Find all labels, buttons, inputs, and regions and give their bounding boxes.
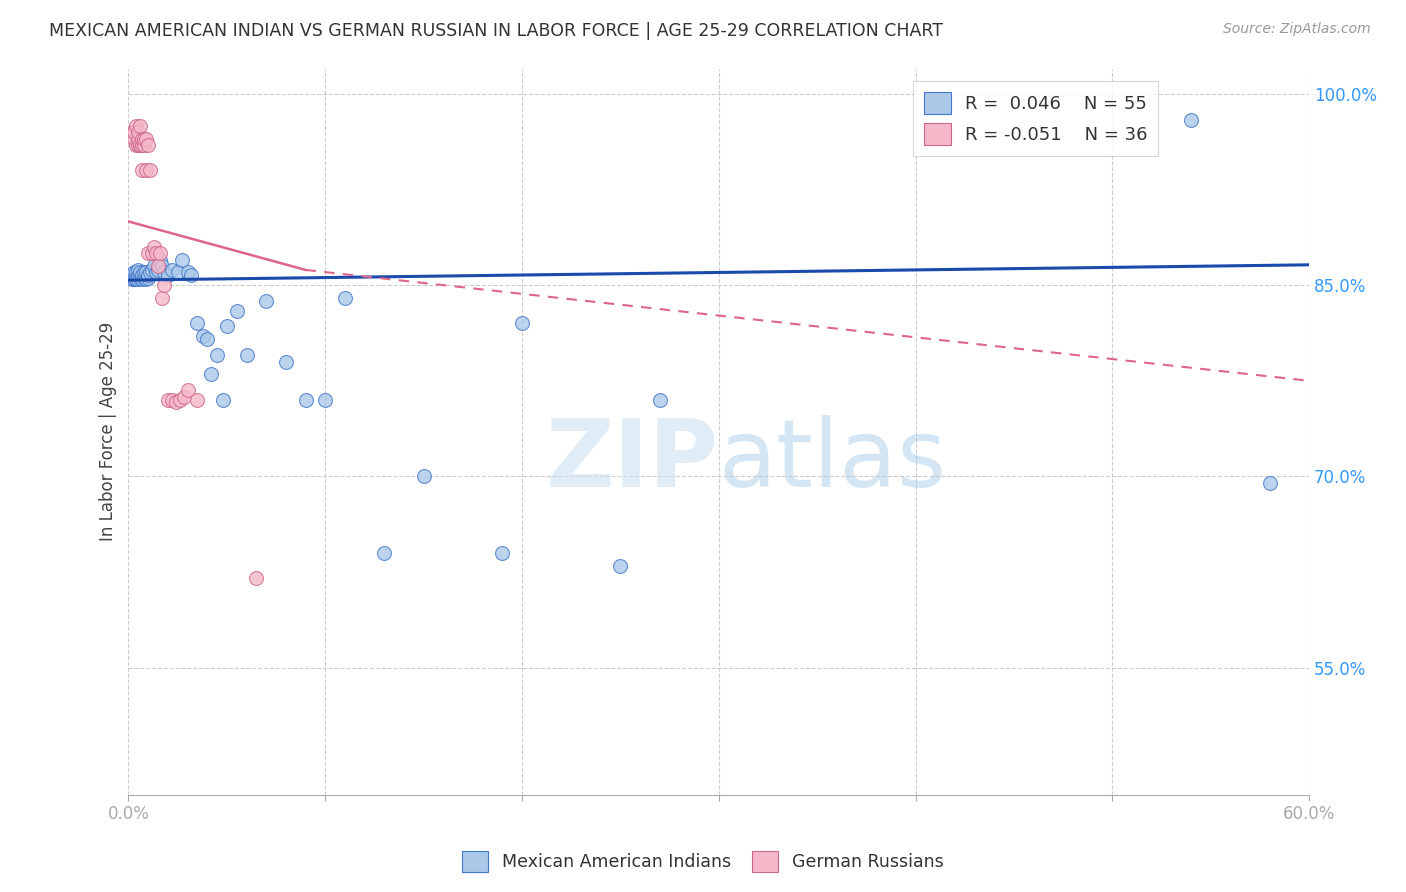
Text: Source: ZipAtlas.com: Source: ZipAtlas.com: [1223, 22, 1371, 37]
Point: [156, 268, 179, 282]
Point: [125, 119, 148, 133]
Point: [205, 348, 228, 362]
Point: [412, 469, 434, 483]
Point: [131, 272, 153, 286]
Point: [129, 270, 152, 285]
Point: [131, 268, 153, 282]
Point: [127, 263, 149, 277]
Point: [124, 125, 146, 139]
Point: [125, 265, 148, 279]
Point: [212, 392, 235, 407]
Point: [200, 368, 222, 382]
Point: [245, 571, 267, 585]
Point: [215, 318, 238, 333]
Point: [127, 268, 149, 282]
Point: [131, 138, 153, 153]
Point: [139, 163, 162, 178]
Point: [127, 131, 149, 145]
Point: [165, 395, 187, 409]
Point: [135, 131, 157, 145]
Point: [510, 317, 533, 331]
Point: [136, 138, 159, 153]
Point: [124, 265, 146, 279]
Legend: Mexican American Indians, German Russians: Mexican American Indians, German Russian…: [456, 844, 950, 879]
Point: [143, 240, 166, 254]
Point: [124, 131, 146, 145]
Point: [125, 138, 148, 153]
Point: [186, 392, 208, 407]
Point: [129, 138, 152, 153]
Point: [121, 272, 143, 286]
Point: [136, 246, 159, 260]
Point: [135, 272, 157, 286]
Point: [139, 265, 162, 279]
Point: [160, 392, 183, 407]
Point: [135, 265, 157, 279]
Point: [141, 246, 163, 260]
Point: [127, 272, 149, 286]
Point: [609, 558, 631, 573]
Point: [145, 246, 167, 260]
Point: [127, 125, 149, 139]
Point: [127, 138, 149, 153]
Point: [134, 131, 156, 145]
Point: [176, 383, 198, 397]
Point: [134, 265, 156, 279]
Point: [149, 246, 172, 260]
Point: [125, 272, 148, 286]
Text: ZIP: ZIP: [546, 415, 718, 507]
Y-axis label: In Labor Force | Age 25-29: In Labor Force | Age 25-29: [100, 322, 117, 541]
Point: [131, 163, 153, 178]
Point: [1258, 475, 1281, 490]
Point: [146, 263, 169, 277]
Point: [136, 270, 159, 285]
Point: [170, 252, 193, 267]
Point: [195, 332, 218, 346]
Point: [491, 546, 513, 560]
Point: [169, 392, 191, 407]
Point: [136, 268, 159, 282]
Point: [135, 163, 157, 178]
Point: [150, 291, 173, 305]
Point: [225, 303, 247, 318]
Point: [235, 348, 257, 362]
Point: [146, 259, 169, 273]
Point: [121, 125, 143, 139]
Point: [153, 278, 176, 293]
Point: [150, 259, 173, 273]
Point: [648, 392, 671, 407]
Point: [134, 138, 156, 153]
Text: MEXICAN AMERICAN INDIAN VS GERMAN RUSSIAN IN LABOR FORCE | AGE 25-29 CORRELATION: MEXICAN AMERICAN INDIAN VS GERMAN RUSSIA…: [49, 22, 943, 40]
Legend: R =  0.046    N = 55, R = -0.051    N = 36: R = 0.046 N = 55, R = -0.051 N = 36: [912, 81, 1159, 156]
Point: [160, 263, 183, 277]
Point: [193, 329, 215, 343]
Point: [373, 546, 395, 560]
Point: [254, 293, 277, 308]
Point: [274, 354, 297, 368]
Point: [314, 392, 336, 407]
Point: [143, 259, 166, 273]
Point: [145, 265, 167, 279]
Point: [129, 119, 152, 133]
Point: [166, 265, 188, 279]
Point: [124, 272, 146, 286]
Point: [156, 392, 179, 407]
Point: [131, 131, 153, 145]
Point: [333, 291, 356, 305]
Point: [153, 265, 176, 279]
Point: [134, 270, 156, 285]
Point: [294, 392, 316, 407]
Point: [149, 252, 172, 267]
Point: [180, 268, 202, 282]
Point: [1180, 112, 1202, 127]
Point: [176, 265, 198, 279]
Point: [186, 317, 208, 331]
Text: atlas: atlas: [718, 415, 948, 507]
Point: [141, 263, 163, 277]
Point: [129, 138, 152, 153]
Point: [125, 272, 148, 286]
Point: [173, 390, 195, 404]
Point: [129, 265, 152, 279]
